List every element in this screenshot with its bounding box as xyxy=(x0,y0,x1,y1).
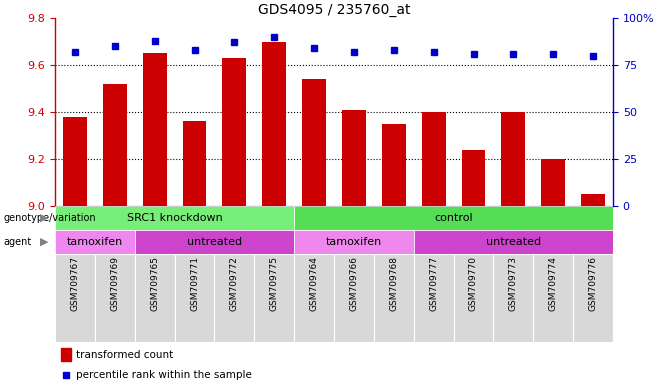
Text: GSM709766: GSM709766 xyxy=(349,256,359,311)
Text: agent: agent xyxy=(3,237,32,247)
Text: genotype/variation: genotype/variation xyxy=(3,213,96,223)
Bar xyxy=(95,254,135,342)
Bar xyxy=(573,254,613,342)
Bar xyxy=(581,194,605,206)
Bar xyxy=(334,254,374,342)
Text: GSM709768: GSM709768 xyxy=(390,256,398,311)
Bar xyxy=(55,254,95,342)
Bar xyxy=(135,230,294,254)
Text: GSM709769: GSM709769 xyxy=(111,256,119,311)
Text: transformed count: transformed count xyxy=(76,349,174,359)
Title: GDS4095 / 235760_at: GDS4095 / 235760_at xyxy=(258,3,410,17)
Bar xyxy=(143,53,166,206)
Text: control: control xyxy=(434,213,473,223)
Bar xyxy=(294,254,334,342)
Text: GSM709777: GSM709777 xyxy=(429,256,438,311)
Bar xyxy=(414,254,453,342)
Text: percentile rank within the sample: percentile rank within the sample xyxy=(76,370,252,380)
Text: GSM709771: GSM709771 xyxy=(190,256,199,311)
Bar xyxy=(542,159,565,206)
Bar xyxy=(222,58,246,206)
Text: tamoxifen: tamoxifen xyxy=(66,237,123,247)
Bar xyxy=(254,254,294,342)
Bar xyxy=(461,150,486,206)
Bar xyxy=(294,230,414,254)
Bar xyxy=(103,84,127,206)
Text: GSM709767: GSM709767 xyxy=(70,256,80,311)
Bar xyxy=(215,254,254,342)
Bar xyxy=(135,254,174,342)
Bar xyxy=(533,254,573,342)
Text: GSM709764: GSM709764 xyxy=(309,256,318,311)
Bar xyxy=(61,348,70,361)
Bar xyxy=(174,254,215,342)
Bar xyxy=(63,117,87,206)
Bar xyxy=(422,112,445,206)
Bar xyxy=(494,254,533,342)
Bar xyxy=(453,254,494,342)
Text: GSM709776: GSM709776 xyxy=(588,256,597,311)
Bar xyxy=(182,121,207,206)
Bar xyxy=(55,206,294,230)
Bar xyxy=(294,206,613,230)
Bar xyxy=(374,254,414,342)
Text: GSM709773: GSM709773 xyxy=(509,256,518,311)
Text: tamoxifen: tamoxifen xyxy=(326,237,382,247)
Text: GSM709770: GSM709770 xyxy=(469,256,478,311)
Bar xyxy=(501,112,525,206)
Bar xyxy=(414,230,613,254)
Text: untreated: untreated xyxy=(486,237,541,247)
Text: untreated: untreated xyxy=(187,237,242,247)
Text: GSM709775: GSM709775 xyxy=(270,256,279,311)
Bar xyxy=(382,124,406,206)
Text: SRC1 knockdown: SRC1 knockdown xyxy=(127,213,222,223)
Bar xyxy=(342,110,366,206)
Bar xyxy=(55,230,135,254)
Text: GSM709772: GSM709772 xyxy=(230,256,239,311)
Text: GSM709765: GSM709765 xyxy=(150,256,159,311)
Text: ▶: ▶ xyxy=(40,213,49,223)
Text: GSM709774: GSM709774 xyxy=(549,256,558,311)
Bar xyxy=(302,79,326,206)
Bar xyxy=(263,41,286,206)
Text: ▶: ▶ xyxy=(40,237,49,247)
